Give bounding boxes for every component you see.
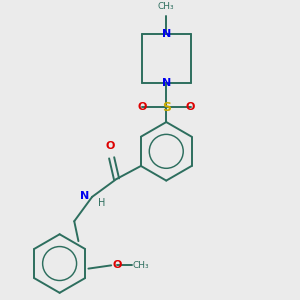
Text: N: N xyxy=(162,78,171,88)
Text: CH₃: CH₃ xyxy=(133,261,150,270)
Text: CH₃: CH₃ xyxy=(158,2,175,10)
Text: S: S xyxy=(162,101,171,114)
Text: N: N xyxy=(80,190,89,201)
Text: H: H xyxy=(98,198,105,208)
Text: O: O xyxy=(137,102,147,112)
Text: O: O xyxy=(186,102,195,112)
Text: O: O xyxy=(105,141,115,151)
Text: O: O xyxy=(112,260,122,270)
Text: N: N xyxy=(162,29,171,39)
